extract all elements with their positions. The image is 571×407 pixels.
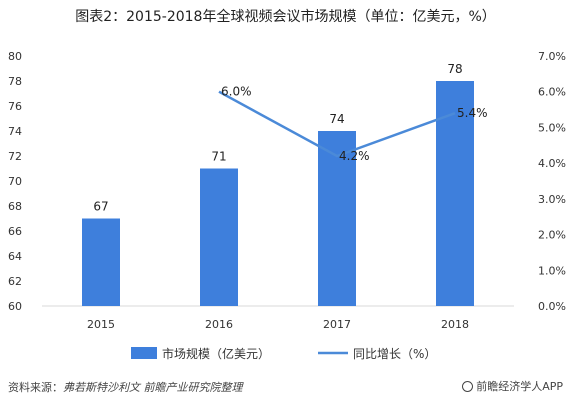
left-tick-label: 72	[8, 150, 22, 163]
source-note: 资料来源：弗若斯特沙利文 前瞻产业研究院整理	[8, 379, 243, 395]
right-tick-label: 4.0%	[538, 157, 566, 170]
right-tick-label: 3.0%	[538, 193, 566, 206]
bar-value-label: 74	[329, 112, 344, 126]
bar-value-label: 71	[211, 150, 226, 164]
bar	[200, 168, 238, 306]
left-tick-label: 80	[8, 50, 22, 63]
legend-bar-label: 市场规模（亿美元）	[162, 346, 270, 361]
bar-value-label: 67	[93, 200, 108, 214]
x-axis: 2015 2016 2017 2018	[87, 318, 469, 331]
bar-series	[82, 81, 474, 306]
x-tick-label: 2017	[323, 318, 351, 331]
left-tick-label: 76	[8, 100, 22, 113]
source-text: 弗若斯特沙利文 前瞻产业研究院整理	[63, 381, 243, 394]
right-tick-label: 5.0%	[538, 121, 566, 134]
right-tick-label: 0.0%	[538, 300, 566, 313]
right-tick-label: 6.0%	[538, 86, 566, 99]
brand-name: 前瞻经济学人APP	[476, 380, 563, 393]
legend-line-label: 同比增长（%）	[353, 347, 436, 361]
left-tick-label: 62	[8, 275, 22, 288]
left-tick-label: 64	[8, 250, 22, 263]
brand-footer: 前瞻经济学人APP	[462, 378, 563, 394]
bar-value-label: 78	[447, 62, 462, 76]
bar-data-labels: 67 71 74 78	[93, 62, 462, 214]
chart-title: 图表2：2015-2018年全球视频会议市场规模（单位：亿美元，%）	[75, 9, 496, 25]
bar	[82, 218, 120, 306]
line-value-label: 6.0%	[221, 85, 252, 99]
bar	[318, 131, 356, 306]
right-axis: 0.0% 1.0% 2.0% 3.0% 4.0% 5.0% 6.0% 7.0%	[538, 50, 566, 313]
line-data-labels: 6.0% 4.2% 5.4%	[221, 85, 488, 163]
legend-bar-swatch	[131, 347, 157, 359]
line-value-label: 4.2%	[339, 149, 370, 163]
x-tick-label: 2018	[441, 318, 469, 331]
source-label: 资料来源：	[8, 381, 63, 394]
left-tick-label: 78	[8, 75, 22, 88]
left-tick-label: 70	[8, 175, 22, 188]
brand-logo-icon	[462, 381, 474, 392]
left-tick-label: 60	[8, 300, 22, 313]
left-tick-label: 68	[8, 200, 22, 213]
x-tick-label: 2016	[205, 318, 233, 331]
x-tick-label: 2015	[87, 318, 115, 331]
left-tick-label: 74	[8, 125, 22, 138]
right-tick-label: 1.0%	[538, 264, 566, 277]
right-tick-label: 2.0%	[538, 229, 566, 242]
right-tick-label: 7.0%	[538, 50, 566, 63]
legend: 市场规模（亿美元） 同比增长（%）	[131, 346, 436, 361]
left-tick-label: 66	[8, 225, 22, 238]
line-series	[218, 90, 456, 158]
line-value-label: 5.4%	[457, 106, 488, 120]
left-axis: 60 62 64 66 68 70 72 74 76 78 80	[8, 50, 22, 313]
